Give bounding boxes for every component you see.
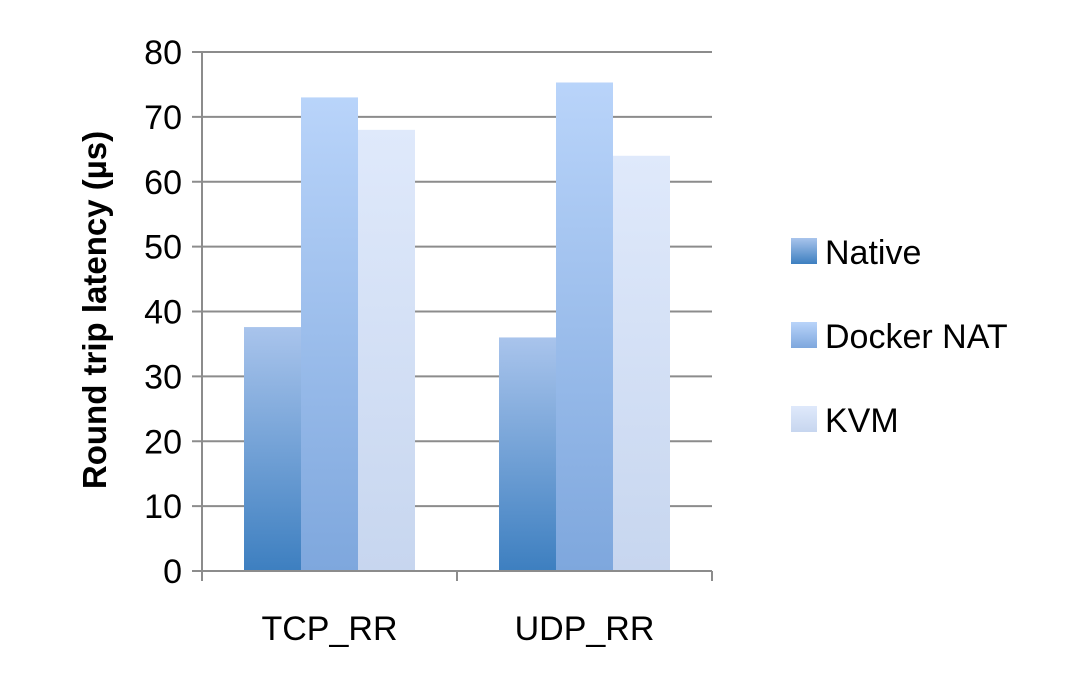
bar-docker-nat-tcp-rr bbox=[301, 97, 358, 571]
y-tick-label-20: 20 bbox=[144, 423, 182, 461]
axes: 0 10 20 30 40 50 60 70 80 TCP_RR UDP_RR bbox=[144, 34, 713, 648]
x-category-label-tcp-rr: TCP_RR bbox=[261, 610, 397, 648]
y-tick-label-0: 0 bbox=[163, 553, 182, 591]
y-tick-label-10: 10 bbox=[144, 488, 182, 526]
y-tick-label-80: 80 bbox=[144, 34, 182, 72]
bar-kvm-udp-rr bbox=[613, 155, 670, 572]
y-tick-label-30: 30 bbox=[144, 358, 182, 396]
legend-label-docker-nat: Docker NAT bbox=[825, 318, 1008, 356]
bars bbox=[244, 82, 670, 572]
bar-native-tcp-rr bbox=[244, 327, 301, 571]
y-tick-label-70: 70 bbox=[144, 99, 182, 137]
x-category-label-udp-rr: UDP_RR bbox=[515, 610, 655, 648]
legend-label-native: Native bbox=[825, 234, 921, 272]
legend-label-kvm: KVM bbox=[825, 402, 899, 440]
legend-swatch-docker-nat bbox=[791, 322, 817, 348]
legend: Native Docker NAT KVM bbox=[791, 234, 1008, 440]
bar-kvm-tcp-rr bbox=[358, 129, 415, 571]
legend-swatch-native bbox=[791, 238, 817, 264]
legend-swatch-kvm bbox=[791, 406, 817, 432]
y-tick-label-40: 40 bbox=[144, 294, 182, 332]
y-tick-label-60: 60 bbox=[144, 164, 182, 202]
y-tick-label-50: 50 bbox=[144, 229, 182, 267]
bar-docker-nat-udp-rr bbox=[556, 82, 613, 572]
y-axis-title: Round trip latency (µs) bbox=[76, 131, 113, 489]
bar-native-udp-rr bbox=[499, 337, 556, 571]
